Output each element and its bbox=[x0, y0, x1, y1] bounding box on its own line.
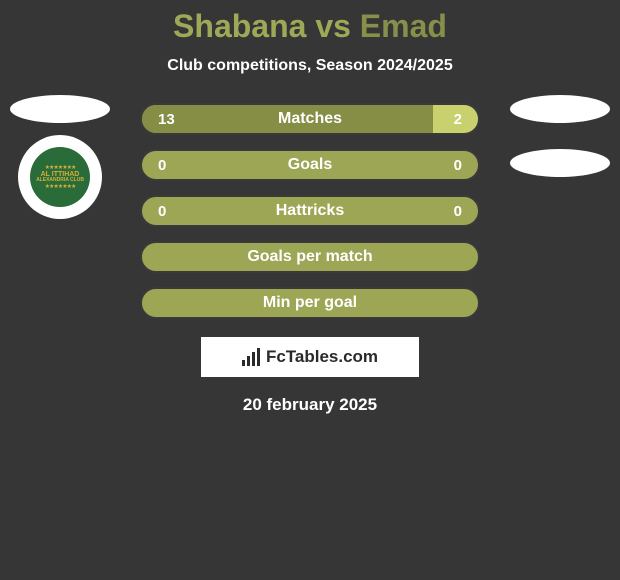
stat-bar-matches: 132Matches bbox=[140, 103, 480, 135]
stat-label: Goals bbox=[142, 156, 478, 174]
vs-text: vs bbox=[315, 8, 351, 44]
stat-bar-hattricks: 00Hattricks bbox=[140, 195, 480, 227]
stat-bar-goals: 00Goals bbox=[140, 149, 480, 181]
date-text: 20 february 2025 bbox=[0, 395, 620, 415]
comparison-title: Shabana vs Emad bbox=[0, 8, 620, 45]
right-logos bbox=[510, 95, 610, 177]
left-logo-1 bbox=[10, 95, 110, 123]
stat-bar-min-per-goal: Min per goal bbox=[140, 287, 480, 319]
watermark-text: FcTables.com bbox=[266, 347, 378, 367]
right-logo-2 bbox=[510, 149, 610, 177]
chart-icon bbox=[242, 348, 260, 366]
stat-bars: 132Matches 00Goals 00Hattricks Goals per ma… bbox=[140, 103, 480, 319]
stat-label: Matches bbox=[142, 110, 478, 128]
left-club-logo: ★★★★★★★ AL ITTIHAD ALEXANDRIA CLUB ★★★★★… bbox=[18, 135, 102, 219]
right-logo-1 bbox=[510, 95, 610, 123]
stat-label: Hattricks bbox=[142, 202, 478, 220]
watermark: FcTables.com bbox=[201, 337, 419, 377]
stat-label: Min per goal bbox=[142, 294, 478, 312]
stat-label: Goals per match bbox=[142, 248, 478, 266]
stat-bar-goals-per-match: Goals per match bbox=[140, 241, 480, 273]
subtitle: Club competitions, Season 2024/2025 bbox=[0, 57, 620, 75]
player2-name: Emad bbox=[360, 8, 447, 44]
left-logos: ★★★★★★★ AL ITTIHAD ALEXANDRIA CLUB ★★★★★… bbox=[10, 95, 110, 219]
player1-name: Shabana bbox=[173, 8, 306, 44]
